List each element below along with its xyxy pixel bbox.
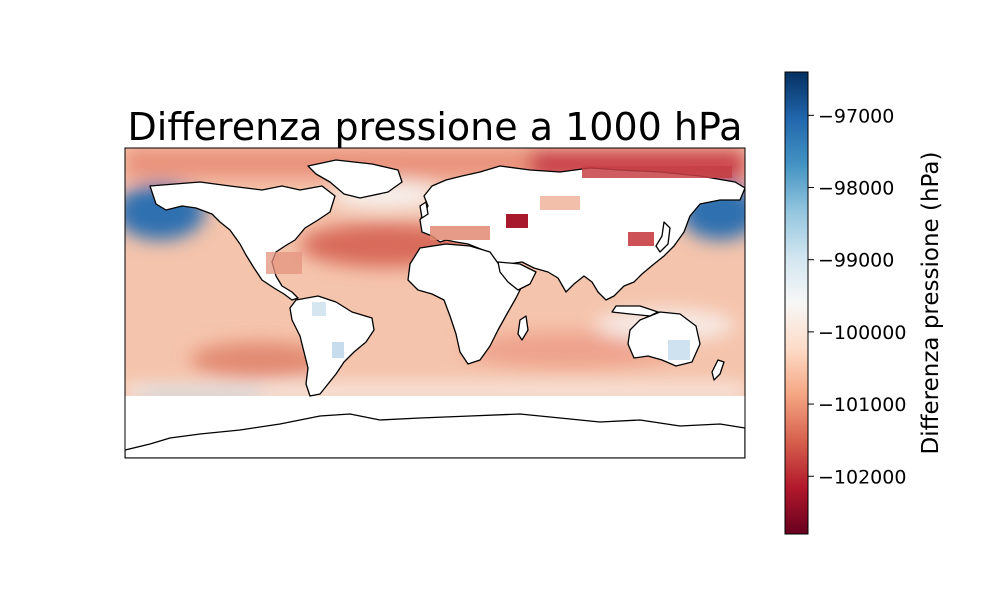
japan bbox=[655, 221, 671, 253]
map-frame bbox=[124, 147, 746, 459]
colorbar-tick-label: −101000 bbox=[818, 394, 906, 416]
indonesia bbox=[611, 305, 659, 317]
uk bbox=[419, 201, 429, 219]
new-zealand bbox=[711, 359, 725, 381]
colorbar-ticks: −97000 −98000 −99000 −100000 −101000 −102000 bbox=[808, 105, 906, 488]
land-masses bbox=[125, 159, 745, 458]
colorbar: −97000−98000−99000−100000−101000−102000 … bbox=[784, 71, 944, 535]
africa bbox=[407, 243, 525, 365]
land-anomalies bbox=[266, 166, 732, 360]
colorbar-tick-label: −100000 bbox=[818, 322, 906, 344]
colorbar-tick-label: −102000 bbox=[818, 466, 906, 488]
colorbar-tick-label: −99000 bbox=[818, 250, 894, 272]
greenland bbox=[307, 159, 403, 199]
north-america bbox=[149, 181, 336, 301]
colorbar-tick-label: −97000 bbox=[818, 105, 894, 127]
map-panel bbox=[125, 148, 745, 458]
map-title: Differenza pressione a 1000 hPa bbox=[127, 105, 743, 149]
colorbar-gradient bbox=[784, 71, 809, 535]
arabia bbox=[497, 261, 537, 291]
colorbar-tick-label: −98000 bbox=[818, 178, 894, 200]
colorbar-label: Differenza pressione (hPa) bbox=[918, 152, 944, 455]
madagascar bbox=[517, 315, 529, 341]
antarctica bbox=[125, 413, 745, 458]
